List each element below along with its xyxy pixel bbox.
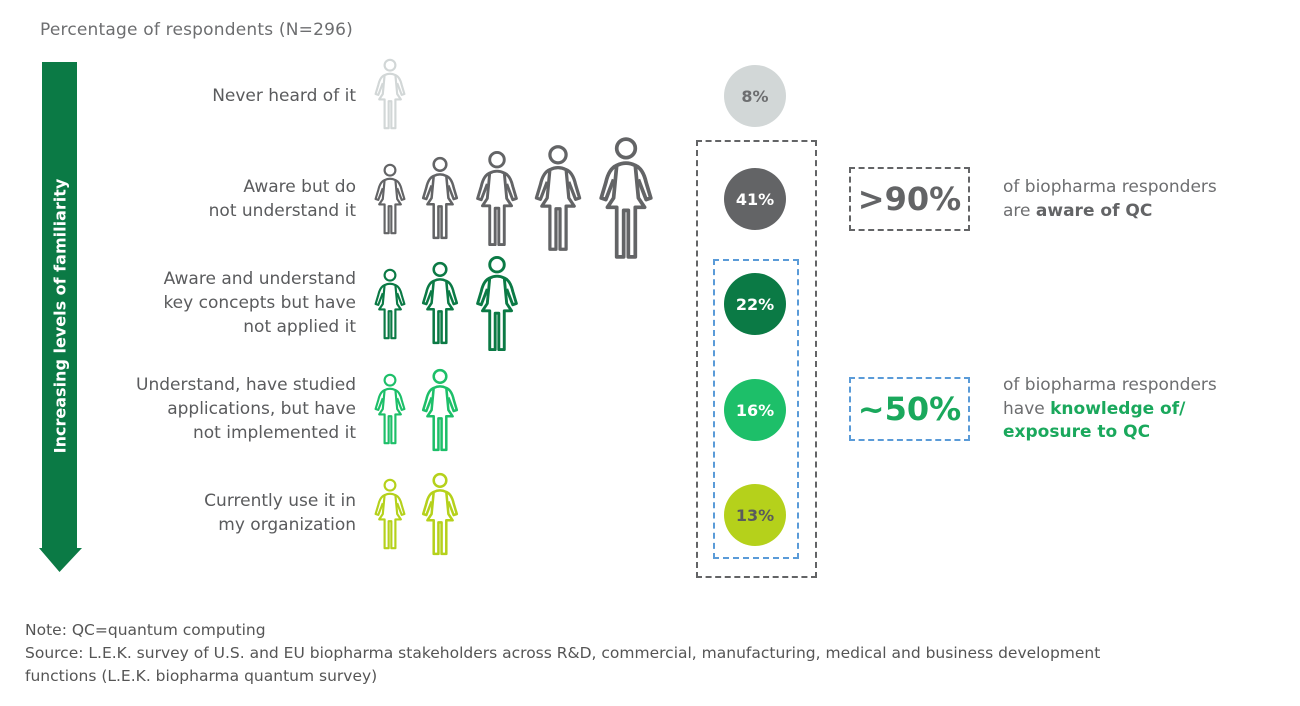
callout-knowledge-text: of biopharma responders have knowledge o… [1003,374,1217,445]
callout-line: have knowledge of/ [1003,398,1217,422]
footer-source: Source: L.E.K. survey of U.S. and EU bio… [25,644,1101,662]
callout-knowledge-value: ~50% [849,377,970,441]
category-label-line: my organization [218,515,356,535]
category-label-line: Aware but do [243,177,356,197]
category-label: Currently use it in my organization [204,489,356,537]
category-label: Never heard of it [212,84,356,108]
person-icon [374,58,406,130]
category-label-line: Aware and understand [163,269,356,289]
value-circle: 41% [724,168,786,230]
value-circle: 22% [724,273,786,335]
person-icon [421,261,459,345]
person-icon [534,145,582,251]
person-icon [421,368,459,452]
chart-title: Percentage of respondents (N=296) [40,20,353,40]
callout-bold: aware of QC [1035,200,1153,221]
callout-line: are aware of QC [1003,200,1217,224]
callout-aware-text: of biopharma responders are aware of QC [1003,176,1217,223]
aware-group-box [696,140,817,578]
category-label-line: key concepts but have [163,293,356,313]
category-label-line: Never heard of it [212,86,356,106]
person-icon [374,268,406,340]
callout-line: of biopharma responders [1003,177,1217,197]
footer-note: Note: QC=quantum computing [25,621,266,639]
category-label-line: not understand it [208,201,356,221]
person-icon [599,137,653,259]
person-icon [476,150,518,247]
person-icon [374,163,406,235]
callout-bold: knowledge of/ [1050,398,1186,419]
callout-text: are [1003,200,1036,221]
category-label: Understand, have studied applications, bu… [136,373,356,445]
category-label: Aware but do not understand it [209,175,356,223]
category-label-line: not implemented it [192,423,356,443]
category-label-line: not applied it [243,317,356,337]
callout-bold: exposure to QC [1003,422,1151,442]
familiarity-arrow [39,62,82,572]
callout-line: of biopharma responders [1003,375,1217,395]
callout-aware-value: >90% [849,167,970,231]
value-circle: 16% [724,379,786,441]
pictogram-figures [374,58,653,556]
person-icon [374,478,406,550]
person-icon [374,373,406,445]
knowledge-group-box [713,259,799,559]
person-icon [421,472,459,556]
category-label: Aware and understand key concepts but hav… [163,267,356,339]
arrow-shape [39,62,82,572]
person-icon [421,156,459,240]
callout-text: have [1003,398,1051,419]
category-label-line: Currently use it in [204,491,356,511]
footer: Note: QC=quantum computing Source: L.E.K… [25,619,1100,688]
category-label-line: applications, but have [167,399,356,419]
value-circle: 8% [724,65,786,127]
category-label-line: Understand, have studied [136,375,356,395]
person-icon [476,255,518,352]
value-circle: 13% [724,484,786,546]
footer-source-cont: functions (L.E.K. biopharma quantum surv… [25,667,378,685]
